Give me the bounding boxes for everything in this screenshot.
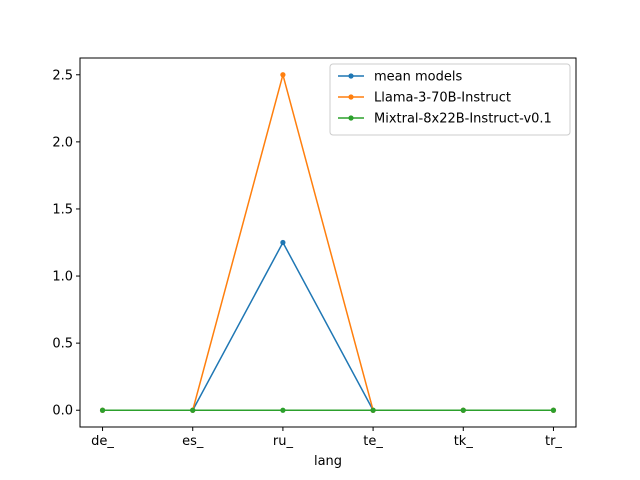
data-point [190, 407, 196, 413]
x-tick-label: tk_ [454, 434, 474, 449]
legend-marker [348, 115, 354, 121]
legend-label: Llama-3-70B-Instruct [374, 91, 511, 106]
data-point [280, 407, 286, 413]
data-point [99, 407, 106, 413]
x-tick-label: de_ [91, 434, 114, 449]
y-tick-label: 2.0 [52, 135, 73, 150]
x-axis: de_ es_ ru_ te_ tk_ tr_ [91, 427, 562, 449]
y-tick-label: 0.5 [52, 337, 73, 352]
data-point [460, 407, 466, 413]
y-tick-label: 1.5 [52, 202, 73, 217]
data-point [280, 239, 286, 246]
data-point [550, 407, 557, 413]
y-axis: 0.0 0.5 1.0 1.5 2.0 2.5 [52, 68, 80, 419]
legend-label: Mixtral-8x22B-Instruct-v0.1 [374, 112, 552, 127]
y-tick-label: 2.5 [52, 68, 73, 83]
legend-box [329, 63, 571, 136]
data-point [370, 407, 376, 413]
y-tick-label: 1.0 [52, 270, 73, 285]
legend-marker [348, 94, 354, 100]
data-point [280, 72, 286, 78]
plot-frame [79, 57, 577, 428]
legend-marker [348, 73, 354, 79]
legend-label: mean models [374, 70, 462, 85]
x-tick-label: te_ [363, 434, 383, 449]
y-tick-label: 0.0 [52, 404, 73, 419]
x-tick-label: tr_ [545, 434, 562, 449]
x-tick-label: ru_ [273, 434, 294, 449]
x-tick-label: es_ [182, 434, 204, 449]
x-axis-label: lang [314, 454, 342, 469]
series-layer [99, 72, 557, 413]
legend: mean models Llama-3-70B-Instruct Mixtral-8… [329, 63, 571, 136]
